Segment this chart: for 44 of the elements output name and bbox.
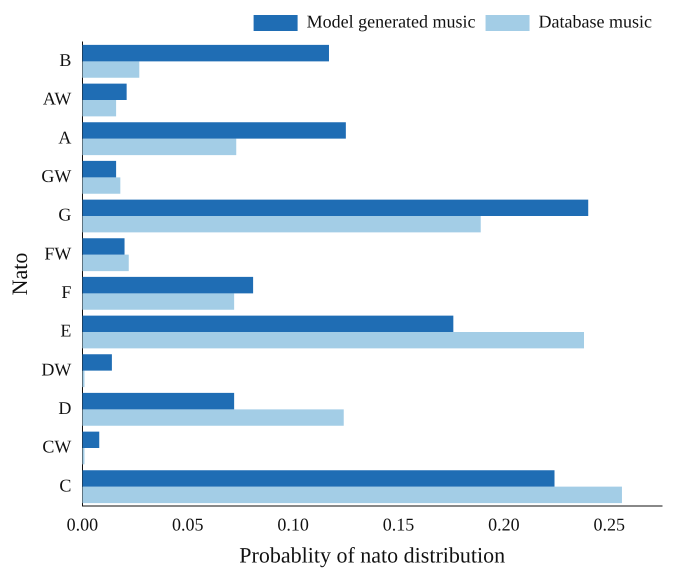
y-tick-label: DW [41, 359, 72, 380]
x-tick-label: 0.00 [66, 514, 98, 535]
y-tick-label: CW [42, 436, 72, 457]
bar [82, 486, 622, 504]
y-tick-label: D [58, 398, 72, 418]
bar [82, 316, 454, 332]
x-tick-label: 0.25 [594, 514, 626, 535]
bar [82, 84, 127, 100]
bar [82, 392, 234, 410]
y-tick-label: AW [42, 88, 72, 109]
y-tick-label: F [61, 282, 72, 302]
bar [82, 432, 100, 448]
legend-label: Model generated music [306, 12, 476, 32]
bar [82, 293, 234, 310]
y-tick-label: E [60, 320, 72, 341]
y-tick-label: FW [44, 243, 72, 264]
bar [82, 238, 125, 255]
y-tick-label: B [59, 50, 72, 70]
bar [82, 100, 116, 116]
x-tick-label: 0.20 [488, 514, 520, 535]
bar [82, 138, 236, 156]
y-tick-label: C [59, 475, 72, 496]
bar [82, 332, 584, 348]
x-axis-title: Probablity of nato distribution [239, 542, 506, 568]
bar [82, 409, 344, 426]
bar [82, 177, 120, 194]
x-tick-label: 0.10 [277, 514, 309, 535]
bar [82, 200, 588, 216]
bar [82, 61, 140, 78]
bar [82, 216, 481, 232]
bar [82, 354, 112, 371]
bar [82, 254, 129, 272]
bar [82, 160, 116, 178]
bar [82, 470, 555, 487]
y-axis-title: Nato [6, 252, 32, 296]
y-tick-label: G [58, 204, 72, 225]
bar [82, 276, 254, 294]
bar [82, 122, 346, 139]
y-tick-label: A [58, 127, 72, 148]
legend-label: Database music [538, 12, 652, 32]
bar [82, 44, 329, 62]
y-tick-label: GW [41, 166, 72, 186]
x-tick-label: 0.05 [172, 514, 204, 535]
x-tick-label: 0.15 [382, 514, 414, 535]
